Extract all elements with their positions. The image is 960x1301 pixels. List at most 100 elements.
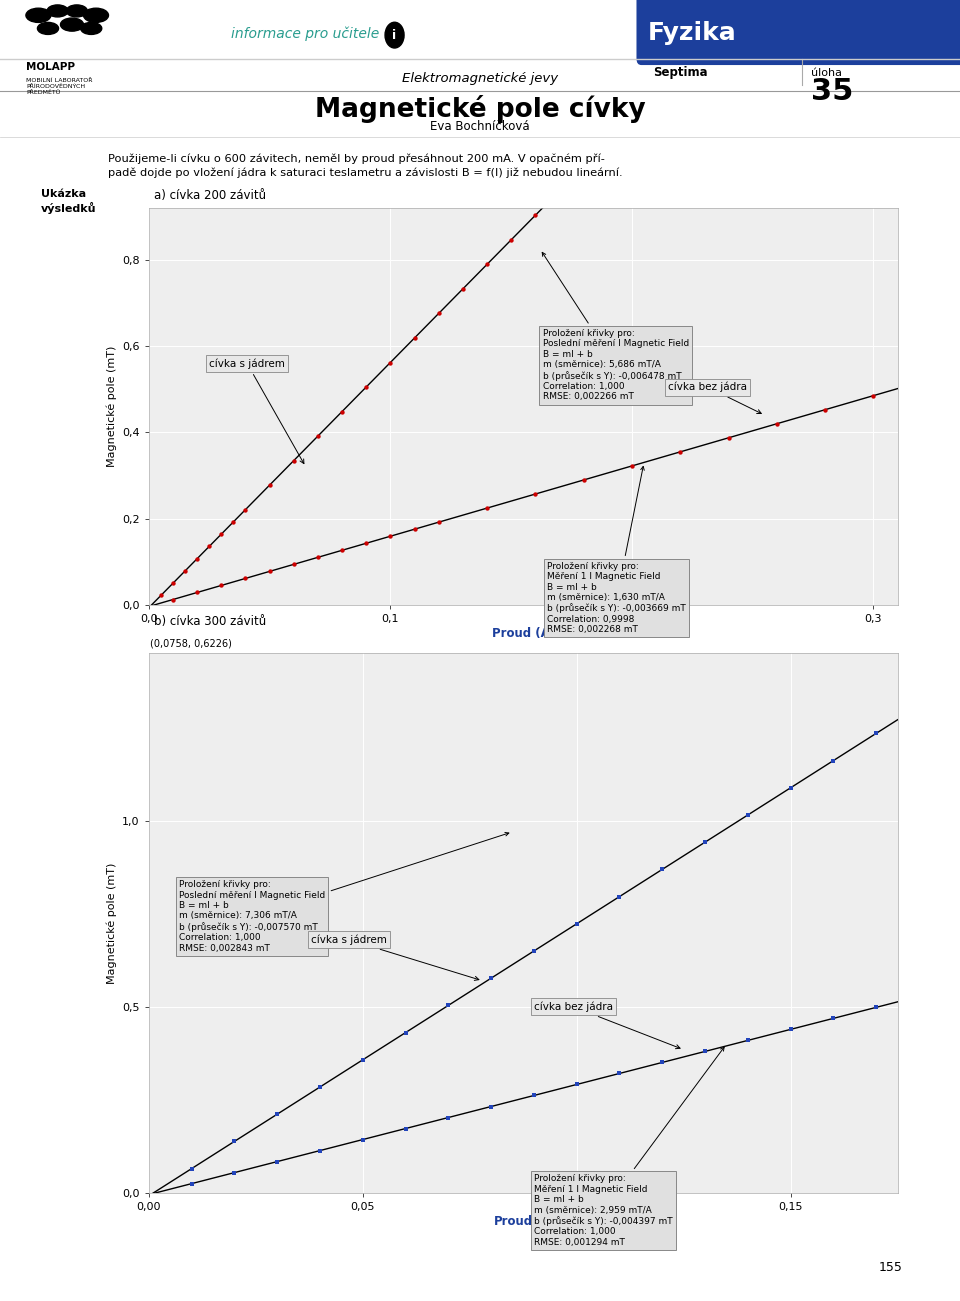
Text: Septima: Septima [653, 66, 708, 79]
Circle shape [47, 5, 68, 17]
X-axis label: Proud (A): Proud (A) [492, 627, 555, 640]
Point [310, 425, 325, 446]
Point [526, 1085, 541, 1106]
Point [576, 470, 591, 490]
Point [286, 450, 301, 471]
Point [721, 428, 736, 449]
Text: cívka bez jádra: cívka bez jádra [668, 382, 761, 414]
Text: cívka bez jádra: cívka bez jádra [534, 1002, 680, 1049]
Point [358, 533, 373, 554]
Point [184, 1158, 200, 1179]
Point [826, 751, 841, 771]
Point [528, 206, 543, 226]
Point [783, 1019, 799, 1039]
X-axis label: Proud(A): Proud(A) [493, 1215, 553, 1228]
Y-axis label: Magnetické pole (mT): Magnetické pole (mT) [107, 346, 116, 467]
Point [213, 524, 228, 545]
Text: Magnetické pole cívky: Magnetické pole cívky [315, 95, 645, 124]
Point [484, 1097, 499, 1118]
Point [165, 589, 180, 610]
Point [552, 181, 567, 202]
Text: Eva Bochníčková: Eva Bochníčková [430, 120, 530, 133]
Point [479, 254, 494, 275]
Point [202, 536, 217, 557]
Point [238, 500, 253, 520]
Text: MOBILNÍ LABORATOŘ
PŘÍRODOVĚDNÝCH
PŘEDMĚTŮ: MOBILNÍ LABORATOŘ PŘÍRODOVĚDNÝCH PŘEDMĚT… [26, 78, 92, 95]
Point [238, 569, 253, 589]
Point [154, 585, 169, 606]
Point [312, 1140, 327, 1160]
Point [358, 376, 373, 397]
Point [740, 1030, 756, 1051]
Text: cívka s jádrem: cívka s jádrem [311, 934, 479, 981]
Circle shape [37, 22, 59, 34]
Point [528, 484, 543, 505]
Point [503, 229, 518, 250]
Point [334, 401, 349, 422]
Circle shape [26, 8, 51, 22]
Point [655, 859, 670, 879]
Point [697, 831, 712, 852]
Point [227, 1131, 242, 1151]
Y-axis label: Magnetické pole (mT): Magnetické pole (mT) [107, 863, 117, 984]
Text: Elektromagnetické jevy: Elektromagnetické jevy [402, 72, 558, 85]
Point [189, 548, 204, 569]
Text: informace pro učitele: informace pro učitele [231, 26, 379, 42]
Point [869, 997, 884, 1017]
Point [178, 561, 193, 582]
Point [783, 778, 799, 799]
Point [866, 385, 881, 406]
Point [262, 561, 277, 582]
Text: Proložení křivky pro:
Poslední měření I Magnetic Field
B = ml + b
m (směrnice): : Proložení křivky pro: Poslední měření I … [542, 252, 688, 402]
Point [334, 540, 349, 561]
Text: úloha: úloha [811, 68, 842, 78]
Text: (0,0758, 0,6226): (0,0758, 0,6226) [151, 639, 232, 649]
Point [455, 278, 470, 299]
Circle shape [60, 18, 84, 31]
Point [165, 572, 180, 593]
Point [479, 498, 494, 519]
Point [818, 399, 833, 420]
Point [270, 1103, 285, 1124]
Point [355, 1129, 371, 1150]
Point [431, 303, 446, 324]
Point [227, 1162, 242, 1183]
Text: cívka s jádrem: cívka s jádrem [209, 358, 304, 463]
Point [310, 546, 325, 567]
Point [286, 554, 301, 575]
Point [262, 475, 277, 496]
Circle shape [81, 22, 102, 34]
Point [189, 582, 204, 602]
Point [407, 519, 422, 540]
Circle shape [385, 22, 404, 48]
Point [397, 1118, 413, 1138]
Text: b) cívka 300 závitů: b) cívka 300 závitů [154, 615, 266, 628]
Point [869, 723, 884, 744]
Point [441, 995, 456, 1016]
Point [431, 511, 446, 532]
Point [569, 913, 585, 934]
Text: výsledků: výsledků [41, 202, 97, 213]
Text: Fyzika: Fyzika [648, 21, 736, 46]
Text: a) cívka 200 závitů: a) cívka 200 závitů [154, 189, 266, 202]
Point [383, 353, 398, 373]
Point [312, 1077, 327, 1098]
Text: Použijeme-li cívku o 600 závitech, neměl by proud přesáhnout 200 mA. V opačném p: Použijeme-li cívku o 600 závitech, neměl… [108, 154, 606, 164]
Point [397, 1023, 413, 1043]
Point [826, 1008, 841, 1029]
Text: padě dojde po vložení jádra k saturaci teslametru a závislosti B = f(I) již nebu: padě dojde po vložení jádra k saturaci t… [108, 168, 623, 178]
Text: i: i [393, 29, 396, 42]
Point [226, 511, 241, 532]
Text: MOLAPP: MOLAPP [26, 62, 75, 73]
Point [624, 455, 639, 476]
Point [612, 1063, 627, 1084]
Point [769, 414, 784, 435]
Text: Proložení křivky pro:
Měření 1 I Magnetic Field
B = ml + b
m (směrnice): 2,959 m: Proložení křivky pro: Měření 1 I Magneti… [534, 1047, 724, 1246]
Point [484, 968, 499, 989]
Point [655, 1053, 670, 1073]
Circle shape [66, 5, 87, 17]
Point [612, 886, 627, 907]
Text: Proložení křivky pro:
Poslední měření I Magnetic Field
B = ml + b
m (směrnice): : Proložení křivky pro: Poslední měření I … [179, 833, 509, 952]
Point [355, 1050, 371, 1071]
Circle shape [84, 8, 108, 22]
